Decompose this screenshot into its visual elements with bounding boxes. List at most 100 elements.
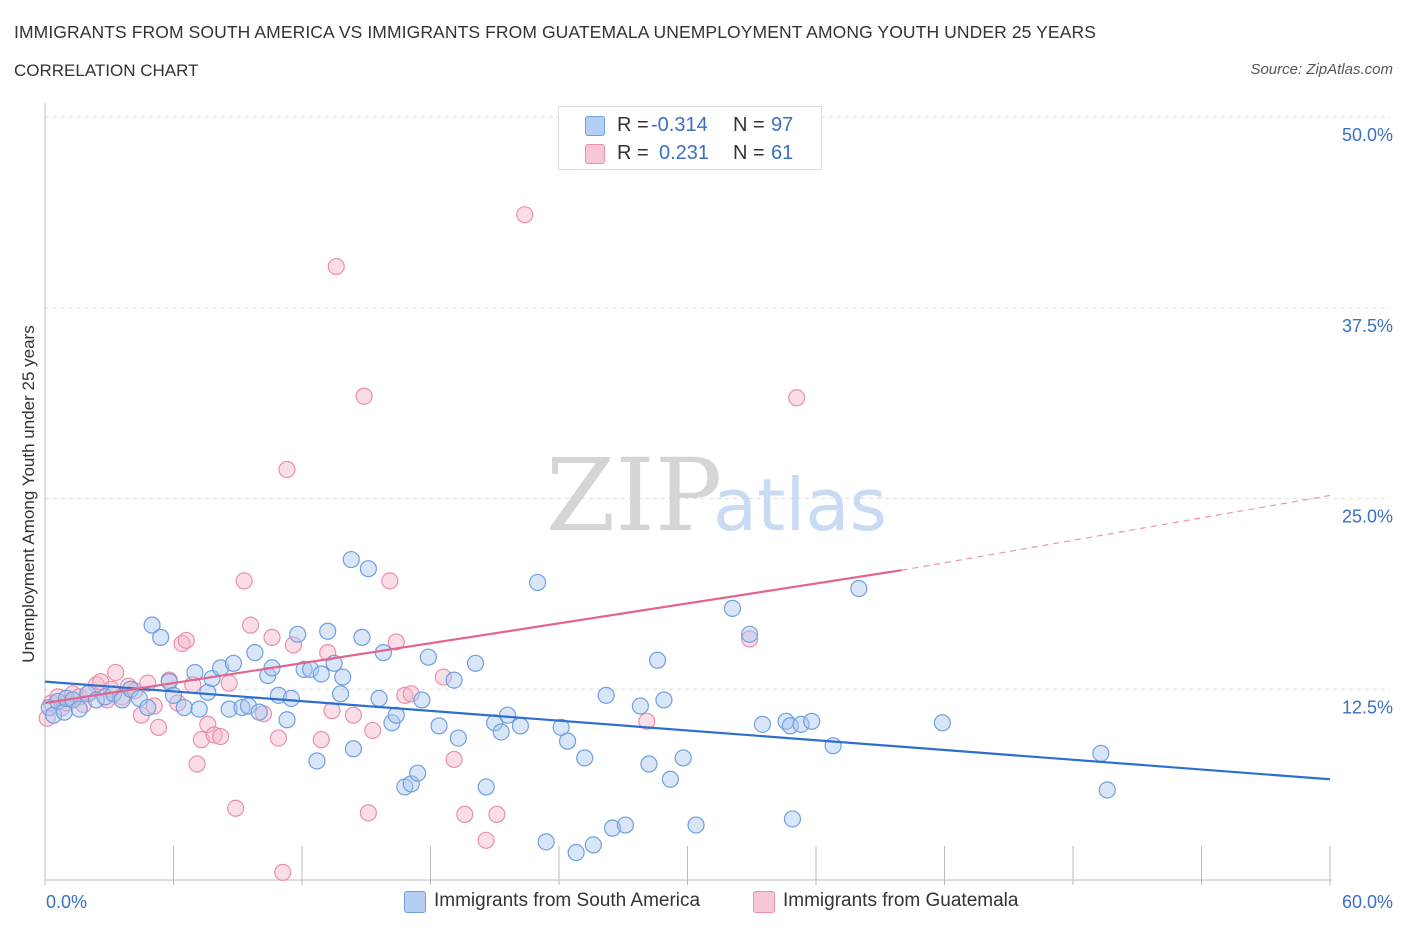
data-point-guatemala xyxy=(145,697,163,715)
x-tick-label: 0.0% xyxy=(46,892,87,912)
trend-lines xyxy=(44,494,1331,781)
legend-n-value: 61 xyxy=(771,142,794,164)
watermark-zip: ZIP xyxy=(546,437,722,554)
data-point-guatemala xyxy=(741,630,759,648)
data-point-guatemala xyxy=(344,706,362,724)
data-point-guatemala xyxy=(359,804,377,822)
data-point-south-america xyxy=(477,778,495,796)
data-point-south-america xyxy=(430,717,448,735)
data-point-south-america xyxy=(803,712,821,730)
data-point-guatemala xyxy=(323,702,341,720)
data-point-south-america xyxy=(466,654,485,672)
data-point-guatemala xyxy=(274,863,292,881)
data-point-guatemala xyxy=(319,644,337,662)
data-point-south-america xyxy=(152,628,170,646)
data-point-guatemala xyxy=(387,633,405,651)
data-point-south-america xyxy=(445,671,463,689)
data-point-guatemala xyxy=(381,572,399,590)
y-tick-label: 50.0% xyxy=(1342,125,1393,145)
data-point-guatemala xyxy=(269,729,288,747)
y-tick-label: 25.0% xyxy=(1342,507,1393,527)
data-point-south-america xyxy=(402,775,420,793)
data-point-guatemala xyxy=(516,206,534,224)
data-point-south-america xyxy=(933,714,951,732)
trend-line-guatemala-extension xyxy=(901,494,1331,571)
data-point-guatemala xyxy=(364,721,382,740)
data-point-guatemala xyxy=(188,755,206,773)
data-point-south-america xyxy=(741,625,759,643)
data-point-south-america xyxy=(413,691,431,709)
data-point-south-america xyxy=(792,715,810,733)
data-point-south-america xyxy=(1092,744,1110,762)
data-point-south-america xyxy=(419,648,437,666)
data-point-guatemala xyxy=(638,712,656,730)
data-point-south-america xyxy=(631,697,649,715)
series-south-america-points xyxy=(40,550,1116,862)
data-point-south-america xyxy=(331,685,350,703)
legend-swatch-pink xyxy=(585,144,605,164)
data-point-guatemala xyxy=(220,674,238,692)
data-point-guatemala xyxy=(284,636,303,654)
data-point-south-america xyxy=(1098,781,1116,799)
data-point-guatemala xyxy=(477,831,495,849)
chart-subtitle: CORRELATION CHART xyxy=(14,61,199,80)
legend-r-label: R = xyxy=(617,142,649,164)
data-point-guatemala xyxy=(445,750,463,769)
tick-labels: 12.5% 25.0% 37.5% 50.0% 0.0% 60.0% xyxy=(46,125,1393,912)
legend-r-value: -0.314 xyxy=(651,114,708,136)
data-point-south-america xyxy=(224,654,243,672)
data-point-guatemala xyxy=(327,257,345,276)
data-point-south-america xyxy=(295,660,313,679)
data-point-south-america xyxy=(233,698,251,717)
data-point-south-america xyxy=(130,689,148,708)
legend-r-value: 0.231 xyxy=(659,142,710,164)
data-point-south-america xyxy=(278,711,296,729)
watermark-atlas: atlas xyxy=(713,463,887,547)
source-credit: Source: ZipAtlas.com xyxy=(1250,61,1393,78)
data-point-south-america xyxy=(449,729,467,747)
data-point-guatemala xyxy=(177,631,195,650)
data-point-south-america xyxy=(344,740,362,758)
data-point-south-america xyxy=(44,706,63,724)
data-point-south-america xyxy=(143,616,161,634)
trend-line-south-america xyxy=(44,680,1331,781)
legend-n-label: N = xyxy=(733,114,765,136)
data-point-south-america xyxy=(576,749,594,767)
data-point-south-america xyxy=(353,628,371,646)
data-point-south-america xyxy=(511,717,530,735)
data-point-south-america xyxy=(409,764,427,782)
data-point-south-america xyxy=(220,700,238,718)
bottom-legend-swatch-blue xyxy=(404,891,426,913)
data-point-south-america xyxy=(528,573,547,592)
chart-title: IMMIGRANTS FROM SOUTH AMERICA VS IMMIGRA… xyxy=(14,22,1096,42)
data-point-south-america xyxy=(674,749,692,767)
data-point-south-america xyxy=(640,755,658,773)
data-point-south-america xyxy=(175,698,193,717)
data-point-south-america xyxy=(312,665,330,683)
data-point-guatemala xyxy=(488,805,506,823)
legend-swatch-blue xyxy=(585,116,605,136)
bottom-legend-swatch-pink xyxy=(753,891,775,913)
trend-line-guatemala xyxy=(44,569,902,705)
data-point-south-america xyxy=(584,836,602,854)
data-point-guatemala xyxy=(235,572,253,590)
data-point-south-america xyxy=(537,833,555,851)
correlation-legend: R = -0.314 N = 97 R = 0.231 N = 61 xyxy=(558,106,822,170)
data-point-guatemala xyxy=(242,616,260,634)
axes xyxy=(44,103,1332,885)
legend-r-label: R = xyxy=(617,114,649,136)
data-point-south-america xyxy=(250,703,268,721)
data-point-guatemala xyxy=(107,663,125,682)
data-point-south-america xyxy=(359,560,377,578)
data-point-guatemala xyxy=(434,668,452,686)
data-point-guatemala xyxy=(199,715,217,733)
data-point-south-america xyxy=(552,718,570,737)
data-point-south-america xyxy=(374,644,392,662)
data-point-guatemala xyxy=(456,805,474,823)
bottom-legend-label: Immigrants from Guatemala xyxy=(783,890,1019,911)
data-point-south-america xyxy=(246,644,264,662)
data-point-south-america xyxy=(342,550,360,569)
grid-lines xyxy=(45,116,1390,690)
data-point-south-america xyxy=(783,810,802,828)
